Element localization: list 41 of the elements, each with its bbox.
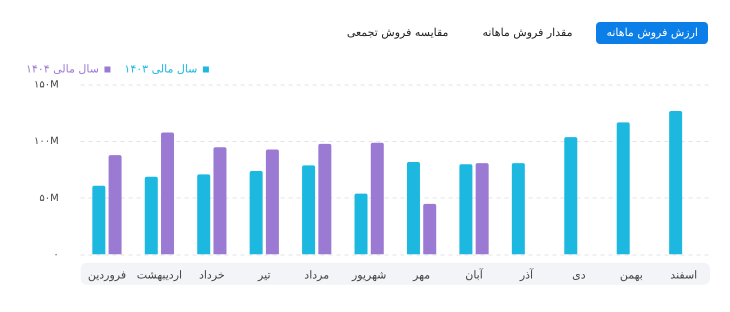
x-tick-label: مهر	[412, 268, 430, 282]
x-tick-label: مرداد	[304, 268, 330, 282]
bar	[92, 186, 106, 254]
x-tick-label: آبان	[465, 267, 484, 282]
bar	[616, 122, 630, 254]
bar	[459, 164, 472, 254]
x-tick-label: شهریور	[350, 268, 386, 282]
x-tick-label: تیر	[257, 268, 270, 282]
legend-label: سال مالی ۱۴۰۳	[124, 62, 198, 76]
x-tick-label: اردیبهشت	[136, 268, 182, 282]
bar	[423, 204, 436, 254]
bar	[370, 142, 384, 254]
x-tick-label: اسفند	[670, 268, 698, 282]
bar	[406, 162, 420, 254]
x-tick-label: بهمن	[620, 268, 643, 282]
bar	[197, 174, 210, 254]
bar	[318, 144, 332, 254]
x-tick-label: خرداد	[198, 268, 225, 282]
y-tick-label: ۵۰M	[39, 192, 59, 204]
bar	[512, 163, 525, 254]
x-tick-label: آذر	[518, 267, 534, 282]
text: مقدار فروش ماهانه	[481, 25, 574, 41]
x-tick-label: دی	[572, 268, 586, 282]
bar	[250, 171, 263, 254]
bar	[266, 150, 279, 254]
bar	[161, 132, 174, 254]
bar	[476, 163, 489, 254]
bar	[144, 176, 158, 254]
bar	[564, 137, 578, 254]
bar	[669, 111, 682, 254]
legend-label: سال مالی ۱۴۰۴	[26, 62, 99, 76]
text: ارزش فروش ماهانه	[596, 22, 708, 44]
bar	[213, 147, 226, 254]
x-tick-label: فروردین	[88, 268, 126, 282]
y-tick-label: ۱۰۰M	[34, 136, 59, 148]
y-tick-label: ۰	[53, 249, 59, 260]
bar	[302, 165, 316, 254]
bar	[354, 194, 368, 254]
bar	[108, 155, 122, 254]
y-tick-label: ۱۵۰M	[34, 80, 59, 91]
text: مقایسه فروش تجمعی	[346, 25, 450, 41]
